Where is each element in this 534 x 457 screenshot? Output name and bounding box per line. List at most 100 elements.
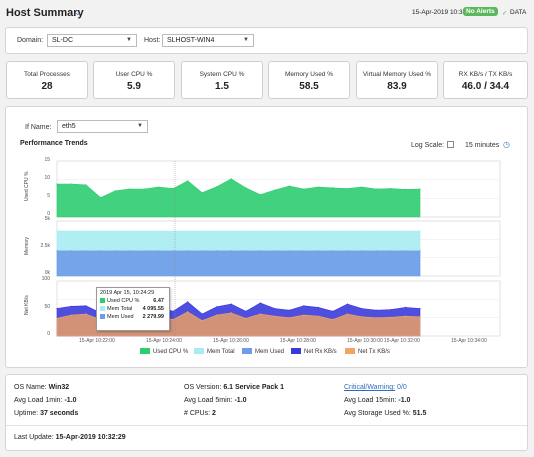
critical-warning-link[interactable]: Critical/Warning:: [344, 384, 396, 391]
data-point-used-cpu: [419, 188, 421, 190]
legend-item-net-tx[interactable]: Net Tx KB/s: [345, 348, 390, 355]
data-point-net-tx-kb-s: [201, 320, 203, 322]
critical-warning[interactable]: Critical/Warning: 0/0: [344, 384, 407, 391]
legend-item-net-rx[interactable]: Net Rx KB/s: [291, 348, 337, 355]
data-point-mem-used: [419, 250, 421, 252]
data-point-used-cpu: [201, 192, 203, 194]
ifname-select[interactable]: eth5 ▼: [57, 120, 148, 133]
data-point-mem-used: [187, 250, 189, 252]
data-point-mem-total: [274, 230, 276, 232]
info-value: -1.0: [234, 397, 247, 404]
uptime: Uptime: 37 seconds: [14, 410, 78, 417]
info-label: OS Version:: [184, 384, 222, 391]
kpi-title: Total Processes: [24, 71, 70, 78]
data-point-net-rx-kb-s: [172, 310, 174, 312]
data-point-used-cpu: [100, 197, 102, 199]
tooltip-row: Used CPU % 6.47: [100, 298, 166, 306]
data-point-mem-total: [216, 230, 218, 232]
x-tick: 15-Apr 10:26:00: [213, 338, 249, 344]
critical-warning-value[interactable]: 0/0: [397, 384, 407, 391]
legend-item-used-cpu[interactable]: Used CPU %: [140, 348, 188, 355]
mem-tick: 5k: [44, 216, 50, 222]
last-update: Last Update: 15-Apr-2019 10:32:29: [14, 434, 126, 441]
kpi-title: User CPU %: [115, 71, 153, 78]
info-label: Avg Storage Used %:: [344, 410, 411, 417]
x-tick: 15-Apr 10:30:00: [347, 338, 383, 344]
dropdown-arrow-icon: ▼: [137, 123, 143, 129]
clock-icon[interactable]: ◷: [503, 140, 510, 149]
kpi-memory-used[interactable]: Memory Used % 58.5: [268, 61, 350, 99]
data-point-mem-total: [375, 230, 377, 232]
check-icon: ✓: [502, 10, 508, 17]
kpi-title: Memory Used %: [284, 71, 334, 78]
host-select[interactable]: SLHOST-WIN4 ▼: [162, 34, 254, 47]
domain-select[interactable]: SL-DC ▼: [47, 34, 137, 47]
data-point-mem-used: [100, 250, 102, 252]
data-point-mem-total: [346, 230, 348, 232]
data-point-net-rx-kb-s: [390, 309, 392, 311]
data-point-used-cpu: [274, 189, 276, 191]
time-range-label[interactable]: 15 minutes: [465, 142, 500, 149]
chevron-down-icon[interactable]: ⌄: [74, 7, 82, 17]
data-point-mem-total: [201, 230, 203, 232]
data-point-mem-used: [143, 250, 145, 252]
avg-load-5min: Avg Load 5min: -1.0: [184, 397, 247, 404]
kpi-value: 46.0 / 34.4: [461, 81, 510, 92]
info-value: -1.0: [64, 397, 77, 404]
data-point-used-cpu: [85, 184, 87, 186]
series-area-mem-used[interactable]: [56, 250, 421, 277]
cpu-tick: 15: [44, 157, 50, 163]
domain-label: Domain:: [17, 37, 44, 44]
kpi-user-cpu[interactable]: User CPU % 5.9: [93, 61, 175, 99]
kpi-rx-tx[interactable]: RX KB/s / TX KB/s 46.0 / 34.4: [443, 61, 528, 99]
data-point-net-tx-kb-s: [375, 317, 377, 319]
legend-item-mem-used[interactable]: Mem Used: [242, 348, 284, 355]
dropdown-arrow-icon: ▼: [243, 37, 249, 43]
cpu-tick: 10: [44, 175, 50, 181]
data-point-net-tx-kb-s: [56, 317, 58, 319]
page-title: Host Summary: [6, 7, 84, 19]
tooltip-row-value: 6.47: [153, 298, 164, 304]
swatch-icon: [100, 298, 105, 303]
legend-item-mem-total[interactable]: Mem Total: [194, 348, 235, 355]
data-point-mem-total: [361, 230, 363, 232]
kpi-title: Virtual Memory Used %: [362, 71, 432, 78]
cpu-plot: [56, 160, 501, 218]
data-point-mem-used: [274, 250, 276, 252]
data-point-net-tx-kb-s: [274, 315, 276, 317]
kpi-virtual-memory-used[interactable]: Virtual Memory Used % 83.9: [356, 61, 438, 99]
data-point-used-cpu: [332, 187, 334, 189]
alerts-badge[interactable]: No Alerts: [463, 7, 498, 16]
swatch-icon: [100, 314, 105, 319]
tooltip-row: Mem Total 4 095.55: [100, 306, 166, 314]
info-value: 51.5: [412, 410, 427, 417]
performance-chart[interactable]: [55, 155, 515, 345]
tooltip-row-label: Mem Total: [107, 306, 133, 312]
data-point-mem-total: [56, 230, 58, 232]
data-point-net-rx-kb-s: [404, 306, 407, 308]
log-scale-checkbox[interactable]: [447, 141, 454, 148]
data-point-mem-used: [129, 250, 131, 252]
data-point-mem-used: [375, 250, 377, 252]
data-point-net-rx-kb-s: [375, 309, 377, 311]
kpi-value: 5.9: [127, 81, 141, 92]
data-point-mem-total: [404, 230, 407, 232]
data-point-net-tx-kb-s: [332, 318, 334, 321]
legend-label: Mem Total: [207, 349, 235, 355]
kpi-title: RX KB/s / TX KB/s: [458, 71, 513, 78]
memory-plot: [56, 220, 501, 277]
net-tick: 100: [41, 276, 50, 282]
data-point-net-rx-kb-s: [419, 307, 421, 310]
chart-tooltip: 2019 Apr 15, 10:24:29 Used CPU % 6.47 Mem…: [96, 287, 170, 331]
data-point-mem-used: [158, 250, 160, 252]
data-point-used-cpu: [187, 180, 189, 182]
data-point-net-rx-kb-s: [216, 306, 218, 308]
kpi-total-processes[interactable]: Total Processes 28: [6, 61, 88, 99]
data-point-mem-total: [129, 230, 131, 232]
kpi-system-cpu[interactable]: System CPU % 1.5: [181, 61, 263, 99]
info-label: Last Update:: [14, 434, 54, 441]
data-point-mem-used: [201, 250, 203, 252]
kpi-value: 83.9: [387, 81, 407, 92]
info-label: Uptime:: [14, 410, 39, 417]
legend-label: Net Tx KB/s: [358, 349, 390, 355]
